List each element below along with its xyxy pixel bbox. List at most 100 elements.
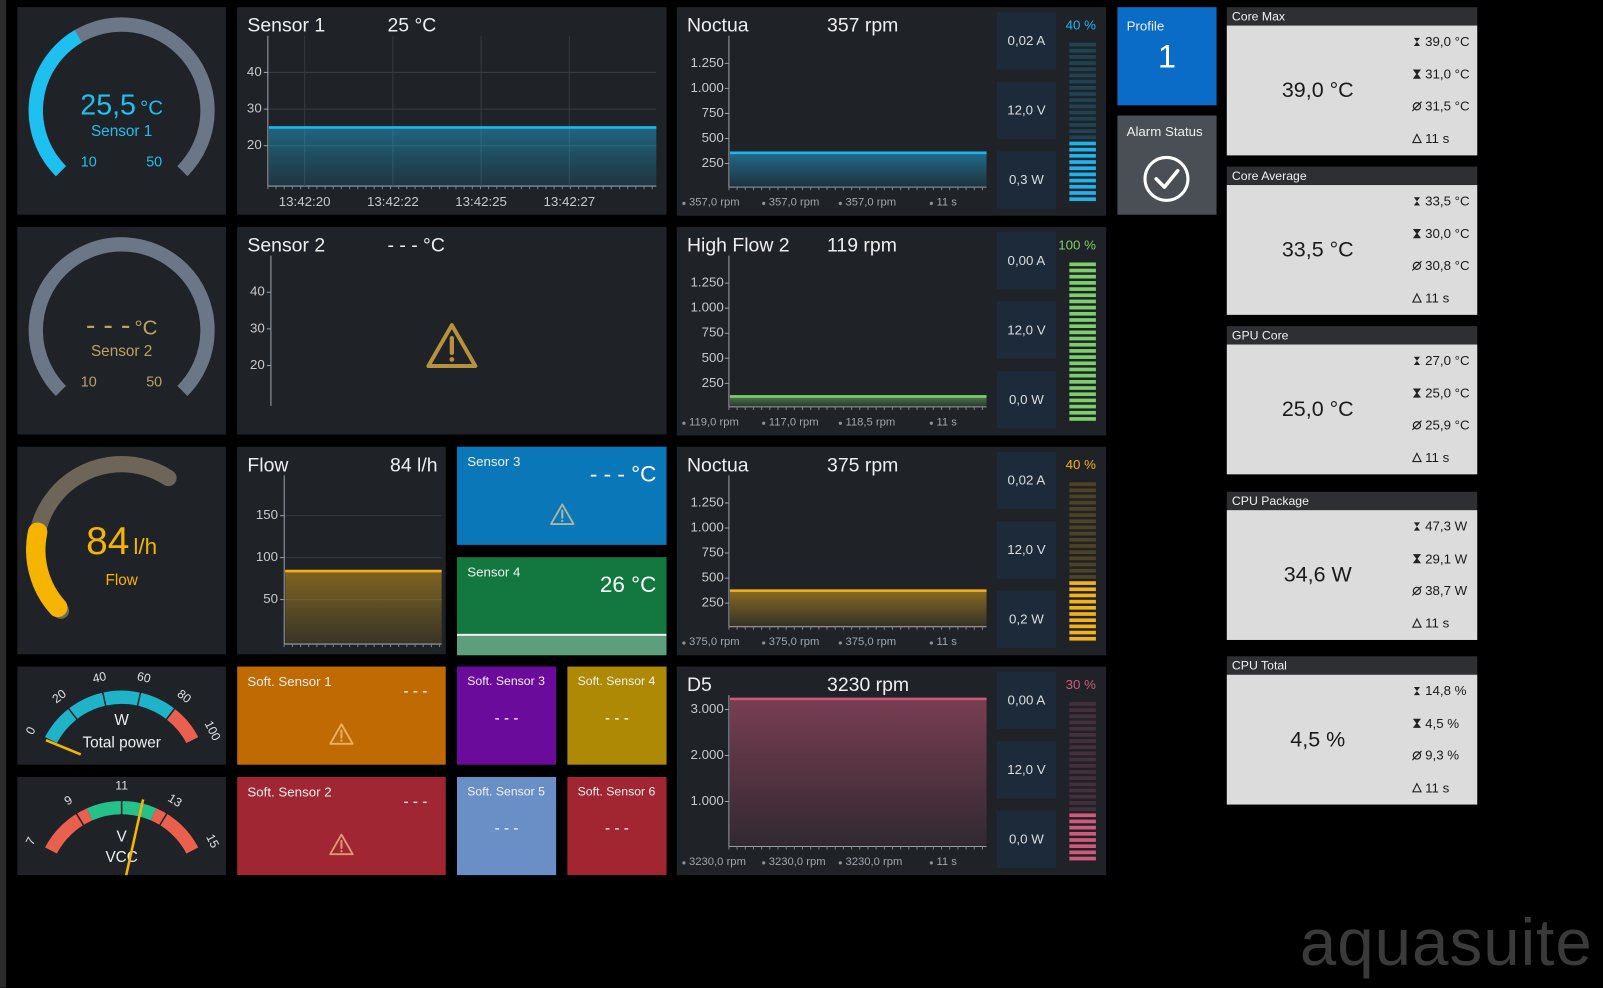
fan-readout-box: 0,02 A — [996, 12, 1057, 70]
meter-segment-lit — [1069, 379, 1096, 384]
fan-readout: 0,0 W — [1009, 831, 1044, 847]
fan-panel: High Flow 2 119 rpm 250 500 750 1.000 1.250 119… — [676, 226, 1107, 436]
gauge-reading: - - - °C — [17, 309, 226, 342]
sensor-body: 39,0 °C 39,0 °C 31,0 °C 31,5 °C 11 s — [1226, 25, 1478, 156]
sensor-stat: 25,0 °C — [1425, 384, 1470, 401]
fan-readout-box: 12,0 V — [996, 81, 1057, 140]
x-tick-label: 13:42:22 — [367, 194, 419, 209]
fan-percent: 40 % — [1065, 456, 1096, 473]
fan-readout-box: 0,0 W — [996, 810, 1057, 868]
meter-segment-lit — [1069, 605, 1096, 610]
graphic — [26, 456, 177, 619]
warning-icon — [329, 833, 354, 856]
age-icon — [1411, 617, 1422, 628]
avg-icon — [1412, 102, 1422, 111]
meter-segment — [1069, 92, 1096, 96]
x-tick-label: 13:42:20 — [279, 194, 331, 209]
sensor-stat: 47,3 W — [1425, 518, 1468, 534]
warning-icon-dot — [340, 739, 343, 742]
min-icon — [1412, 228, 1422, 239]
chart-title: Sensor 1 — [247, 15, 326, 37]
max-icon — [1413, 37, 1421, 47]
meter-segment — [1069, 79, 1096, 84]
gauge-value: - - - — [85, 308, 131, 341]
fan-readout: 0,3 W — [1009, 171, 1044, 188]
meter-segment-lit — [1069, 373, 1096, 378]
meter-segment — [1069, 807, 1096, 811]
graphic — [1411, 686, 1422, 793]
tile-value: - - - — [605, 819, 629, 838]
sensor-stat: 11 s — [1425, 449, 1450, 465]
graphic — [28, 237, 215, 396]
fan-stat: 119,0 rpm — [689, 416, 739, 429]
meter-segment — [1069, 110, 1096, 115]
meter-segment-lit — [1069, 618, 1096, 623]
dial-band — [44, 808, 93, 855]
meter-segment-lit — [1069, 299, 1096, 304]
chart-value: 25 °C — [387, 15, 437, 37]
tile-title: Soft. Sensor 3 — [467, 673, 545, 689]
meter-segment-lit — [1069, 287, 1096, 291]
chart-panel: Sensor 1 25 °C 20 30 40 13:42:20 13:42:22 13:42… — [237, 7, 667, 215]
meter-segment-lit — [1069, 293, 1096, 298]
graphic — [1411, 522, 1422, 628]
dial-tick — [101, 690, 107, 708]
x-tick-label: 13:42:25 — [455, 194, 507, 209]
dial-tick-label: 13 — [165, 791, 184, 810]
fan-rpm: 357 rpm — [827, 15, 899, 37]
sensor-stat: 11 s — [1425, 130, 1450, 146]
meter-segment — [1069, 129, 1096, 133]
sensor-header: CPU Package — [1226, 491, 1478, 511]
meter-segment — [1069, 525, 1096, 530]
sensor-stat: 33,5 °C — [1425, 193, 1470, 209]
y-tick-label: 500 — [702, 570, 724, 585]
tile-value: - - - — [494, 709, 519, 727]
y-tick-label: 250 — [702, 595, 724, 610]
meter-segment — [1069, 104, 1096, 109]
gauge-track — [28, 237, 215, 396]
sensor-name: Core Average — [1231, 168, 1307, 183]
fan-area — [729, 698, 987, 847]
gauge-label: Sensor 1 — [90, 122, 153, 141]
graphic — [28, 17, 215, 177]
y-tick-label: 250 — [702, 375, 724, 390]
meter-segment-lit — [1069, 268, 1096, 273]
avg-icon — [1412, 586, 1422, 596]
meter-segment-lit — [1069, 398, 1096, 403]
avg-icon-slash — [1411, 750, 1422, 761]
fan-readout: 12,0 V — [1007, 322, 1046, 338]
meter-segment — [1069, 507, 1096, 511]
y-tick-label: 150 — [256, 507, 278, 522]
meter-segment-lit — [1069, 330, 1096, 335]
graphic — [329, 723, 354, 745]
warning-icon — [550, 503, 575, 525]
sensor-tile: Soft. Sensor 3 - - - — [456, 666, 557, 765]
gauge-max: 50 — [146, 373, 163, 390]
sensor-value: 4,5 % — [1290, 727, 1346, 752]
stat-icon — [929, 641, 933, 645]
stat-icon — [838, 421, 842, 425]
fan-name: D5 — [686, 674, 712, 697]
chart-value: - - - °C — [387, 235, 445, 257]
tile-value: - - - — [494, 819, 519, 838]
alarm-label: Alarm Status — [1126, 123, 1203, 140]
fan-stat: 375,0 rpm — [689, 635, 740, 649]
profile-label: Profile — [1126, 18, 1165, 34]
meter-segment-lit — [1069, 825, 1096, 830]
stat-icon — [929, 861, 933, 865]
meter-segment-lit — [1069, 367, 1096, 372]
profile-value: 1 — [1157, 37, 1177, 75]
sensor-header: GPU Core — [1226, 326, 1478, 345]
meter-segment-lit — [1069, 336, 1096, 341]
y-tick-label: 1.000 — [691, 80, 724, 95]
profile-tile: Profile 1 — [1117, 7, 1217, 106]
sensor-stat: 9,3 % — [1425, 747, 1460, 763]
tile-value: - - - — [605, 709, 629, 727]
meter-segment — [1069, 751, 1096, 756]
dial-tick-label: 60 — [136, 669, 153, 686]
meter-segment — [1069, 537, 1096, 542]
sensor-header: CPU Total — [1226, 656, 1478, 675]
graphic: 50 100 150 — [256, 475, 442, 648]
meter-segment-lit — [1069, 160, 1096, 164]
meter-segment — [1069, 763, 1096, 768]
